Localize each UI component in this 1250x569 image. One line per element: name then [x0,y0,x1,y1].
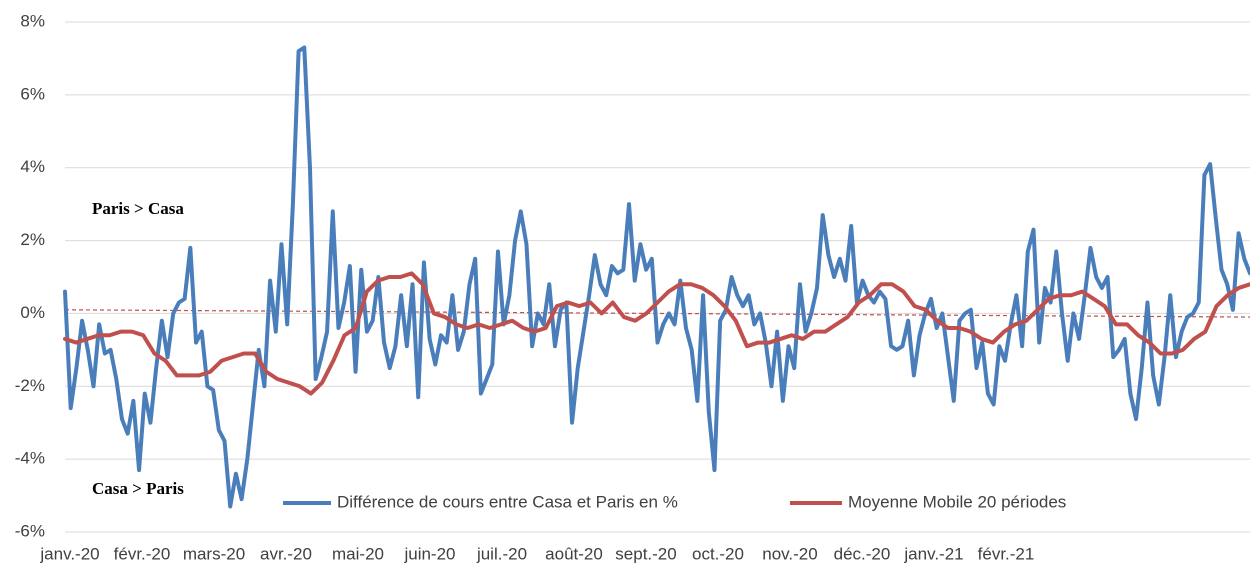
x-tick-label: nov.-20 [762,544,817,563]
y-tick-label: 2% [20,230,45,249]
x-tick-label: févr.-20 [114,544,171,563]
annotation: Casa > Paris [92,479,184,498]
series-line [63,45,1250,509]
x-tick-label: sept.-20 [615,544,676,563]
x-tick-label: mars-20 [183,544,245,563]
x-tick-label: avr.-20 [260,544,312,563]
legend-label: Moyenne Mobile 20 périodes [848,492,1066,511]
x-tick-label: mai-20 [332,544,384,563]
x-tick-label: août-20 [545,544,603,563]
x-tick-label: juin-20 [403,544,455,563]
y-tick-label: -4% [15,449,45,468]
y-tick-label: 4% [20,157,45,176]
x-tick-label: déc.-20 [834,544,891,563]
y-tick-label: 0% [20,303,45,322]
y-tick-label: 8% [20,11,45,30]
y-tick-label: -6% [15,521,45,540]
x-tick-label: janv.-20 [39,544,99,563]
series-line [63,271,1250,396]
x-tick-label: juil.-20 [476,544,527,563]
x-tick-label: oct.-20 [692,544,744,563]
x-tick-label: janv.-21 [903,544,963,563]
y-tick-label: 6% [20,84,45,103]
y-tick-label: -2% [15,376,45,395]
legend-label: Différence de cours entre Casa et Paris … [337,492,678,511]
x-tick-label: févr.-21 [978,544,1035,563]
annotation: Paris > Casa [92,199,184,218]
trend-line [64,309,1250,318]
